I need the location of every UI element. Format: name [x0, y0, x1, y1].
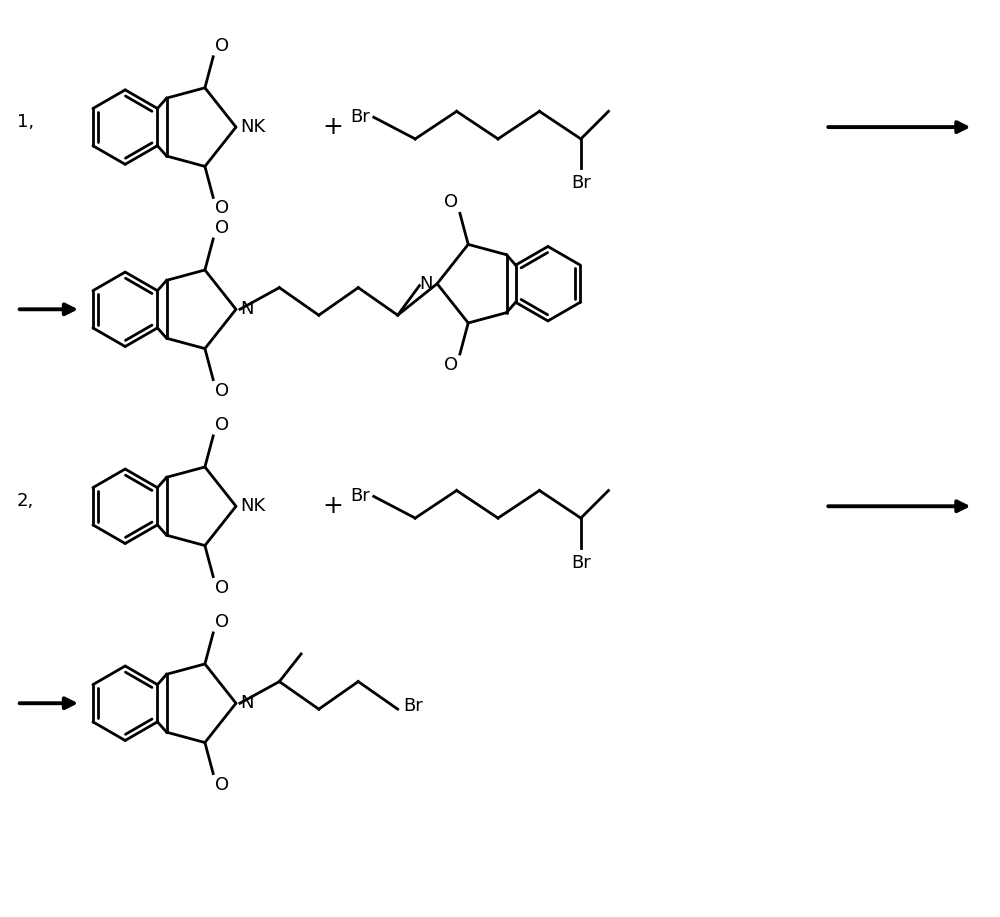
Text: N: N	[240, 694, 254, 713]
Text: O: O	[215, 416, 229, 434]
Text: O: O	[215, 200, 229, 217]
Text: Br: Br	[350, 488, 370, 505]
Text: NK: NK	[240, 497, 265, 515]
Text: O: O	[444, 356, 458, 374]
Text: 2,: 2,	[17, 492, 34, 511]
Text: Br: Br	[350, 108, 370, 127]
Text: Br: Br	[404, 697, 423, 715]
Text: N: N	[240, 300, 254, 318]
Text: 1,: 1,	[17, 113, 34, 131]
Text: O: O	[215, 381, 229, 400]
Text: NK: NK	[240, 118, 265, 136]
Text: O: O	[215, 37, 229, 55]
Text: Br: Br	[571, 174, 591, 193]
Text: O: O	[444, 193, 458, 211]
Text: O: O	[215, 776, 229, 793]
Text: O: O	[215, 613, 229, 631]
Text: +: +	[322, 116, 343, 139]
Text: O: O	[215, 579, 229, 597]
Text: Br: Br	[571, 554, 591, 571]
Text: N: N	[419, 275, 433, 293]
Text: +: +	[322, 494, 343, 518]
Text: O: O	[215, 219, 229, 237]
